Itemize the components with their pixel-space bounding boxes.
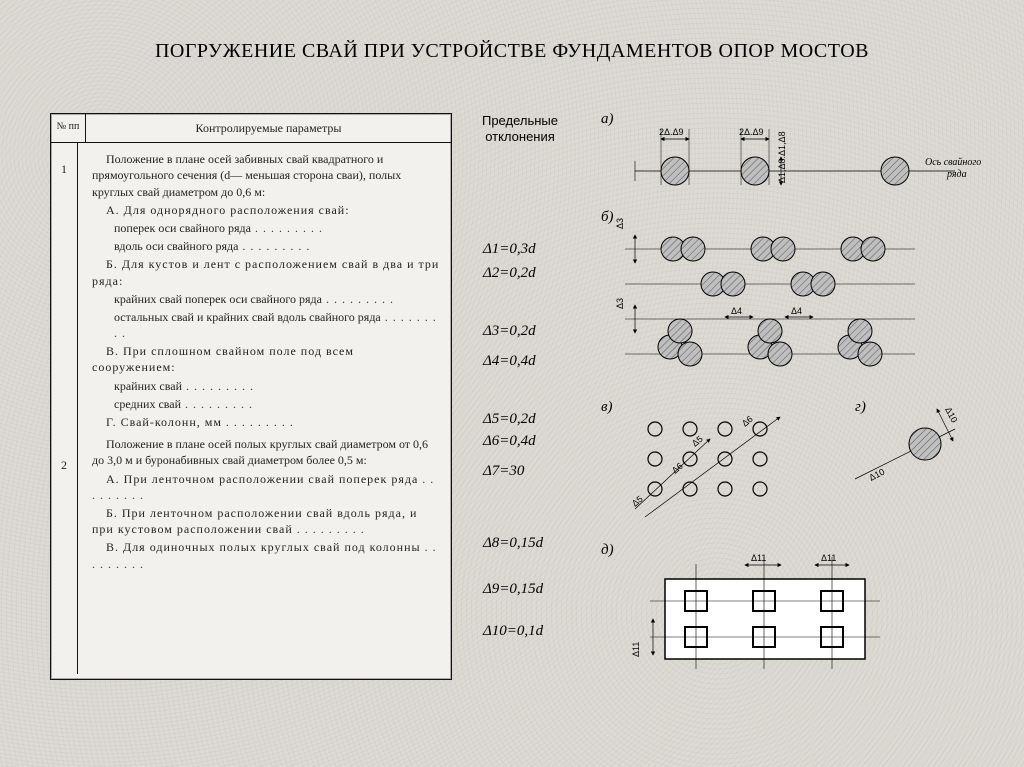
fig-d-label: д): [601, 542, 614, 558]
B1: крайних свай поперек оси свайного ряда: [92, 291, 441, 307]
A1: поперек оси свайного ряда: [92, 220, 441, 236]
fig-d: Δ11 Δ11 Δ11: [631, 553, 880, 669]
row-num-1: 1: [51, 161, 77, 177]
fig-a-label: а): [601, 111, 614, 127]
deviations-column: Предельные отклонения Δ1=0,3d Δ2=0,2d Δ3…: [465, 113, 575, 144]
fig-b-label: б): [601, 209, 614, 225]
dim-d3-top: Δ3: [615, 218, 625, 229]
intro-2: Положение в плане осей полых круглых сва…: [92, 436, 441, 468]
sec-D: Г. Свай-колонн, мм: [92, 414, 441, 430]
fig-a: 2Δ.Δ9 2Δ.Δ9 Δ1,Δ8.Δ1,Δ8 Ось свайного ряд…: [635, 127, 981, 185]
axis-label-2: ряда: [946, 169, 967, 180]
dim-d10-b: Δ10: [867, 467, 886, 483]
dev-4: Δ4=0,4d: [483, 353, 536, 370]
fig-v-label: в): [601, 399, 613, 415]
fig-g-label: г): [855, 399, 866, 415]
dev-8: Δ8=0,15d: [483, 535, 543, 552]
dev-6: Δ6=0,4d: [483, 433, 536, 450]
C2: средних свай: [92, 396, 441, 412]
diagrams: а) 2Δ.Δ9 2Δ.Δ9 Δ1,Δ8.Δ1,Δ: [595, 109, 1015, 689]
dim-d6-a: Δ6: [670, 461, 685, 476]
A2: вдоль оси свайного ряда: [92, 238, 441, 254]
sec-B: Б. Для кустов и лент с расположением сва…: [92, 256, 441, 288]
dev-9: Δ9=0,15d: [483, 581, 543, 598]
dev-10: Δ10=0,1d: [483, 623, 543, 640]
dim-d4-r: Δ4: [791, 306, 802, 316]
fig-g: Δ10 Δ10: [855, 405, 959, 482]
page-title: ПОГРУЖЕНИЕ СВАЙ ПРИ УСТРОЙСТВЕ ФУНДАМЕНТ…: [0, 0, 1024, 63]
dim-2d9-r: 2Δ.Δ9: [739, 127, 764, 137]
dev-header: Предельные отклонения: [465, 113, 575, 144]
dev-7: Δ7=30: [483, 463, 524, 480]
dev-1: Δ1=0,3d: [483, 241, 536, 258]
axis-label-1: Ось свайного: [925, 157, 981, 168]
intro-1: Положение в плане осей забивных свай ква…: [92, 151, 441, 200]
sec-E: А. При ленточном расположении свай попер…: [92, 471, 441, 503]
sec-F: Б. При ленточном расположении свай вдоль…: [92, 505, 441, 537]
C1: крайних свай: [92, 378, 441, 394]
dev-3: Δ3=0,2d: [483, 323, 536, 340]
fig-b: Δ3 Δ3 Δ4 Δ4: [615, 218, 915, 366]
dim-d5-a: Δ5: [630, 494, 645, 509]
sec-A: А. Для однорядного расположения свай:: [92, 202, 441, 218]
B2: остальных свай и крайних свай вдоль свай…: [92, 309, 441, 341]
dim-d3-bot: Δ3: [615, 298, 625, 309]
dim-d10-a: Δ10: [943, 405, 959, 424]
dim-d1d8: Δ1,Δ8.Δ1,Δ8: [777, 131, 787, 183]
dev-2: Δ2=0,2d: [483, 265, 536, 282]
header-num: № пп: [51, 114, 86, 142]
sec-C: В. При сплошном свайном поле под всем со…: [92, 343, 441, 375]
dim-d11-c: Δ11: [631, 642, 641, 657]
parameters-table: № пп Контролируемые параметры 1 2 Положе…: [50, 113, 452, 680]
dev-5: Δ5=0,2d: [483, 411, 536, 428]
row-num-2: 2: [51, 457, 77, 473]
sec-G: В. Для одиночных полых круглых свай под …: [92, 539, 441, 571]
header-param: Контролируемые параметры: [86, 114, 451, 142]
dim-d6-b: Δ6: [740, 414, 755, 429]
fig-v: Δ5 Δ6 Δ6 Δ5: [630, 414, 780, 517]
dim-d4-l: Δ4: [731, 306, 742, 316]
dim-d11-b: Δ11: [821, 553, 836, 563]
dim-2d9-l: 2Δ.Δ9: [659, 127, 684, 137]
dim-d11-a: Δ11: [751, 553, 766, 563]
content: № пп Контролируемые параметры 1 2 Положе…: [50, 113, 994, 703]
